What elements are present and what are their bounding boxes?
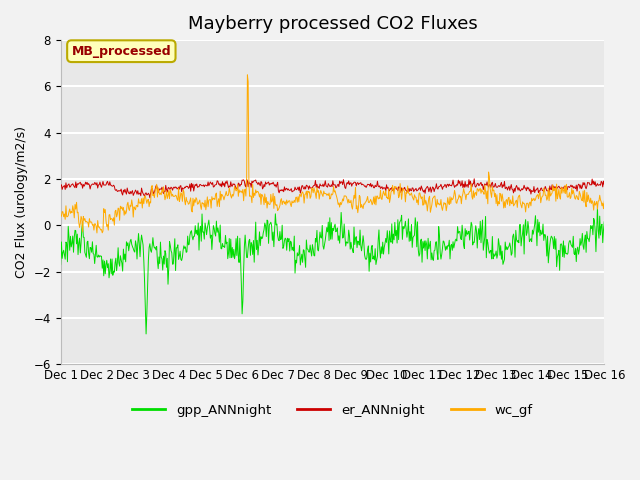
- Y-axis label: CO2 Flux (urology/m2/s): CO2 Flux (urology/m2/s): [15, 126, 28, 278]
- Legend: gpp_ANNnight, er_ANNnight, wc_gf: gpp_ANNnight, er_ANNnight, wc_gf: [127, 399, 538, 422]
- Text: MB_processed: MB_processed: [72, 45, 171, 58]
- Title: Mayberry processed CO2 Fluxes: Mayberry processed CO2 Fluxes: [188, 15, 477, 33]
